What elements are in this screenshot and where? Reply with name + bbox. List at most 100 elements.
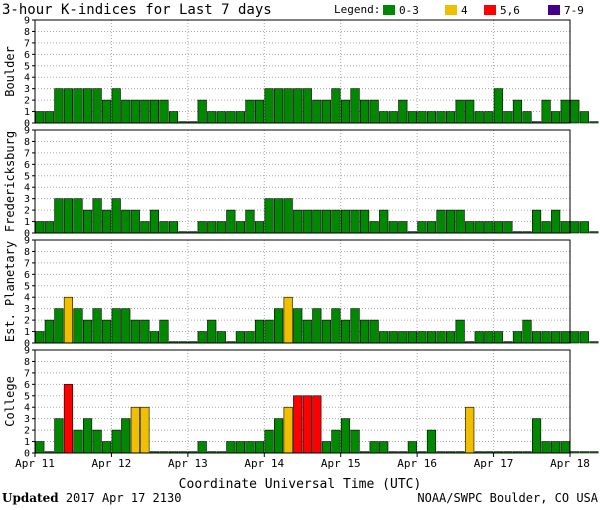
k-index-bar	[159, 319, 169, 344]
k-index-bar	[197, 99, 207, 124]
k-index-bar	[560, 331, 570, 344]
k-index-bar	[512, 99, 523, 124]
k-index-bar	[541, 99, 551, 124]
k-index-bar	[503, 221, 513, 234]
k-index-bar	[455, 99, 465, 124]
panel-frame	[34, 349, 571, 454]
k-index-bar	[235, 111, 245, 124]
k-index-bar	[551, 209, 561, 234]
k-index-bar	[369, 99, 379, 124]
k-index-bar	[121, 418, 131, 454]
k-index-bar	[426, 429, 437, 454]
k-index-bar	[121, 209, 131, 234]
y-tick-label: 6	[24, 270, 30, 281]
k-index-bar	[560, 441, 570, 454]
y-tick-label: 9	[24, 236, 30, 247]
k-index-bar	[63, 88, 74, 124]
k-index-bar	[254, 99, 265, 124]
k-index-bar	[302, 395, 312, 454]
y-tick-label: 3	[24, 414, 30, 425]
y-tick-label: 9	[24, 16, 30, 27]
k-index-bar	[541, 331, 551, 344]
k-index-bar	[111, 429, 121, 454]
k-index-bar	[149, 331, 159, 344]
panel-station-label: College	[3, 376, 17, 427]
y-tick-label: 0	[24, 119, 30, 130]
k-index-bar	[264, 319, 274, 344]
y-tick-label: 7	[24, 38, 30, 49]
panel-station-label: Fredericksburg	[3, 131, 17, 232]
y-tick-label: 3	[24, 84, 30, 95]
k-index-bar	[331, 88, 341, 124]
k-index-bar	[293, 88, 303, 124]
k-index-bar	[321, 99, 331, 124]
x-tick-label: Apr 14	[244, 457, 284, 470]
k-index-bar	[350, 308, 360, 344]
k-index-bar	[321, 319, 331, 344]
y-tick-label: 5	[24, 171, 30, 182]
k-index-bar	[168, 221, 179, 234]
k-index-bar	[493, 221, 503, 234]
k-index-bar	[360, 319, 370, 344]
k-index-bar	[207, 221, 217, 234]
k-index-bar	[159, 221, 169, 234]
y-tick-label: 6	[24, 50, 30, 61]
k-index-bar	[226, 441, 236, 454]
legend-swatch	[484, 5, 496, 15]
k-index-bar	[216, 331, 226, 344]
k-index-bar	[274, 198, 284, 234]
y-tick-label: 3	[24, 304, 30, 315]
k-index-bar	[493, 331, 503, 344]
y-tick-label: 1	[24, 327, 30, 338]
k-index-bar	[264, 429, 274, 454]
k-index-bar	[226, 209, 236, 234]
k-index-bar	[522, 319, 532, 344]
y-tick-label: 9	[24, 126, 30, 137]
y-tick-label: 5	[24, 61, 30, 72]
k-index-bar	[82, 209, 93, 234]
k-index-bar	[35, 221, 45, 234]
k-index-bar	[541, 221, 551, 234]
k-index-bar	[445, 331, 456, 344]
k-index-bar	[579, 331, 589, 344]
legend-label: Legend:	[334, 3, 380, 16]
k-index-bar	[522, 111, 532, 124]
k-index-bar	[44, 111, 54, 124]
legend-item-label: 4	[461, 4, 468, 17]
k-index-bar	[130, 406, 140, 454]
k-index-bar	[168, 111, 179, 124]
k-index-bar	[245, 209, 255, 234]
updated-value: 2017 Apr 17 2130	[65, 491, 182, 505]
k-index-bar	[560, 99, 570, 124]
k-index-bar	[551, 111, 561, 124]
k-index-bar	[235, 441, 245, 454]
k-index-bar	[570, 451, 580, 454]
k-index-bar	[283, 296, 293, 344]
k-index-bar	[579, 451, 589, 454]
k-index-bar	[44, 221, 54, 234]
k-index-bar	[235, 331, 245, 344]
k-index-bar	[426, 331, 437, 344]
k-index-bar	[340, 319, 351, 344]
k-index-bar	[369, 441, 379, 454]
y-tick-label: 2	[24, 426, 30, 437]
k-index-bar	[245, 99, 255, 124]
k-index-bar	[312, 209, 322, 234]
k-index-bar	[92, 429, 102, 454]
k-index-bar	[436, 111, 446, 124]
k-index-bar	[360, 99, 370, 124]
k-index-bar	[465, 221, 475, 234]
k-index-bar	[111, 198, 121, 234]
y-tick-label: 6	[24, 160, 30, 171]
k-index-bar	[321, 441, 331, 454]
updated-label: Updated	[2, 491, 59, 505]
k-index-bar	[35, 331, 45, 344]
k-index-bar	[63, 198, 74, 234]
k-index-bar	[331, 429, 341, 454]
k-index-bar	[197, 331, 207, 344]
y-tick-label: 1	[24, 107, 30, 118]
k-index-bar	[197, 221, 207, 234]
panel-frame	[34, 129, 571, 234]
